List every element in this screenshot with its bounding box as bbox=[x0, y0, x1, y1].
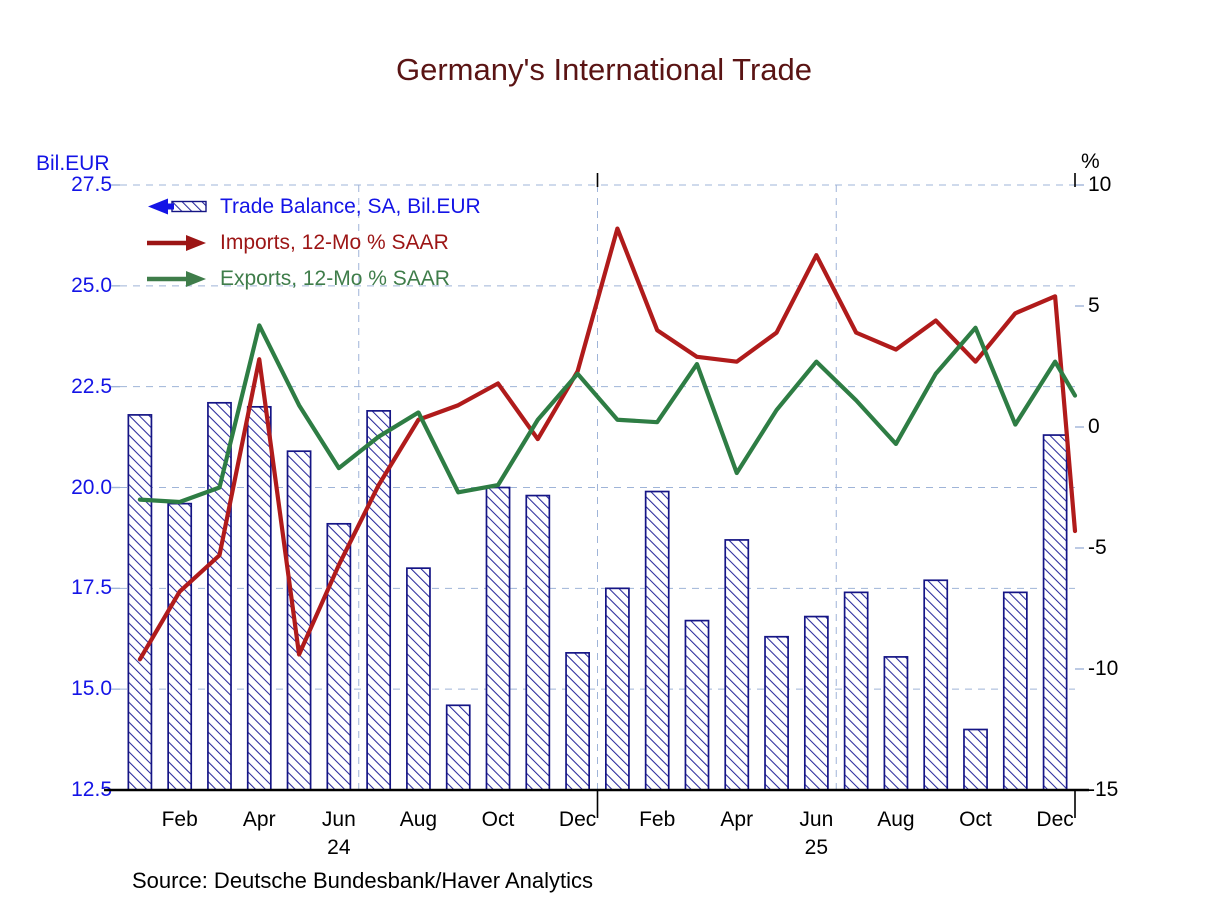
left-axis-tick-label: 17.5 bbox=[71, 576, 112, 600]
legend-item-imports[interactable]: Imports, 12-Mo % SAAR bbox=[146, 226, 481, 260]
x-axis-tick-label: Feb bbox=[639, 808, 676, 831]
x-axis-tick-label: Dec bbox=[1036, 808, 1074, 831]
trade-balance-bar bbox=[684, 619, 710, 791]
left-axis-tick-label: 25.0 bbox=[71, 273, 112, 297]
legend-item-exports[interactable]: Exports, 12-Mo % SAAR bbox=[146, 262, 481, 296]
right-axis-tick-label: -5 bbox=[1088, 536, 1107, 559]
trade-balance-bar bbox=[246, 405, 272, 791]
x-axis-tick-label: Apr bbox=[242, 808, 276, 831]
left-axis-tick-label: 15.0 bbox=[71, 677, 112, 701]
trade-balance-bar bbox=[485, 486, 511, 791]
legend-label-exports: Exports, 12-Mo % SAAR bbox=[220, 267, 450, 290]
x-axis-tick-label: Dec bbox=[558, 808, 597, 831]
trade-balance-bar bbox=[923, 579, 949, 791]
series-line bbox=[137, 226, 1078, 662]
source-note: Source: Deutsche Bundesbank/Haver Analyt… bbox=[132, 868, 594, 893]
trade-balance-bar bbox=[843, 591, 869, 791]
x-axis-year-label: 24 bbox=[327, 836, 351, 859]
trade-balance-bar bbox=[525, 494, 551, 791]
trade-balance-bar bbox=[803, 615, 829, 791]
legend-item-trade-balance[interactable]: Trade Balance, SA, Bil.EUR bbox=[146, 190, 481, 224]
x-axis-tick-label: Apr bbox=[720, 808, 754, 831]
x-axis-tick-label: Jun bbox=[799, 808, 834, 831]
right-axis-tick-label: -15 bbox=[1088, 778, 1119, 801]
trade-balance-bar bbox=[167, 502, 193, 791]
left-axis-unit-label: Bil.EUR bbox=[36, 152, 110, 175]
right-axis-tick-label: -10 bbox=[1088, 657, 1119, 680]
legend-label-trade-balance: Trade Balance, SA, Bil.EUR bbox=[220, 195, 481, 218]
right-axis-unit-label: % bbox=[1081, 150, 1100, 173]
trade-balance-bar bbox=[1002, 591, 1028, 791]
trade-balance-bar bbox=[366, 410, 392, 791]
axis-frame bbox=[104, 173, 1089, 818]
trade-balance-bar bbox=[724, 539, 750, 791]
series-lines bbox=[137, 226, 1078, 662]
x-axis-tick-label: Feb bbox=[161, 808, 198, 831]
trade-balance-bar bbox=[963, 728, 988, 791]
trade-balance-bar bbox=[445, 704, 471, 791]
left-axis-tick-label: 12.5 bbox=[71, 778, 112, 801]
trade-balance-marker-icon bbox=[146, 196, 208, 218]
left-axis-tick-label: 20.0 bbox=[71, 475, 112, 499]
trade-balance-bar bbox=[286, 450, 312, 791]
exports-marker-icon bbox=[146, 268, 208, 290]
x-axis-tick-label: Oct bbox=[959, 808, 992, 831]
trade-balance-bar bbox=[644, 490, 670, 791]
x-axis-tick-label: Aug bbox=[877, 808, 915, 831]
trade-balance-bar bbox=[764, 635, 789, 791]
trade-balance-bar bbox=[1042, 434, 1068, 791]
x-axis-tick-label: Jun bbox=[321, 808, 356, 831]
legend-label-imports: Imports, 12-Mo % SAAR bbox=[220, 231, 449, 254]
x-axis-tick-label: Aug bbox=[399, 808, 438, 831]
trade-balance-bar bbox=[406, 567, 431, 791]
trade-balance-bar bbox=[605, 587, 630, 791]
trade-balance-bars bbox=[127, 401, 1068, 791]
series-line bbox=[137, 323, 1078, 505]
legend: Trade Balance, SA, Bil.EUR Imports, 12-M… bbox=[146, 190, 481, 298]
x-axis-year-label: 25 bbox=[804, 836, 829, 859]
left-axis-tick-label: 27.5 bbox=[71, 173, 112, 196]
trade-balance-bar bbox=[565, 652, 590, 791]
trade-balance-bar bbox=[127, 414, 153, 791]
page-title: Germany's International Trade bbox=[395, 52, 813, 87]
right-axis-tick-label: 10 bbox=[1088, 173, 1112, 196]
x-axis-tick-label: Oct bbox=[481, 808, 515, 831]
right-axis-tick-label: 5 bbox=[1088, 294, 1100, 317]
right-axis-tick-label: 0 bbox=[1088, 415, 1100, 438]
imports-marker-icon bbox=[146, 232, 208, 254]
left-axis-tick-label: 22.5 bbox=[71, 374, 112, 398]
trade-balance-bar bbox=[883, 656, 909, 791]
